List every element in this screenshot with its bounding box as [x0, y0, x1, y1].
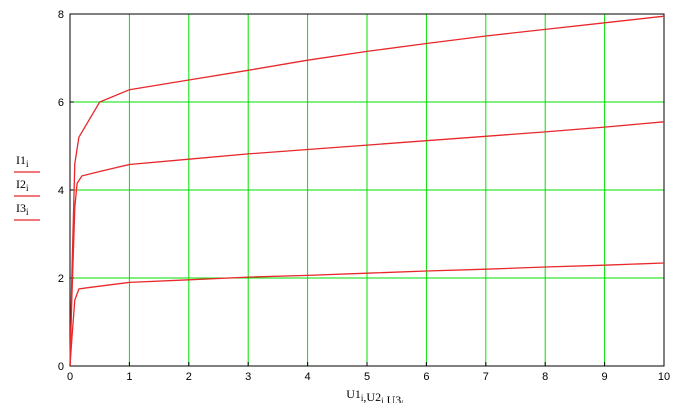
series-line-3	[69, 262, 665, 367]
x-tick-label: 1	[126, 371, 132, 383]
x-tick-label: 9	[602, 371, 608, 383]
y-tick-label: 2	[58, 273, 64, 285]
legend-label: I1i	[16, 153, 29, 169]
y-tick-label: 4	[58, 185, 64, 197]
grid-lines	[70, 13, 665, 366]
series-line-1	[69, 15, 665, 367]
x-tick-label: 7	[483, 371, 489, 383]
axis-ticks: 0 1 2 3 4 5 6 7 8 9 10 0 2 4 6 8	[58, 9, 670, 383]
legend-label: I3i	[16, 201, 29, 217]
x-tick-label: 3	[245, 371, 251, 383]
x-tick-label: 4	[305, 371, 311, 383]
legend: I1i I2i I3i	[14, 153, 40, 221]
x-tick-label: 0	[67, 371, 73, 383]
y-tick-label: 6	[58, 97, 64, 109]
x-tick-label: 5	[364, 371, 370, 383]
x-tick-label: 8	[542, 371, 548, 383]
x-tick-label: 6	[423, 371, 429, 383]
y-tick-label: 0	[58, 361, 64, 373]
series-line-2	[69, 121, 665, 367]
x-tick-label: 10	[658, 371, 670, 383]
x-tick-label: 2	[186, 371, 192, 383]
x-axis-label: U1i,U2i,U3i	[346, 387, 404, 403]
legend-label: I2i	[16, 177, 29, 193]
y-tick-label: 8	[58, 9, 64, 21]
